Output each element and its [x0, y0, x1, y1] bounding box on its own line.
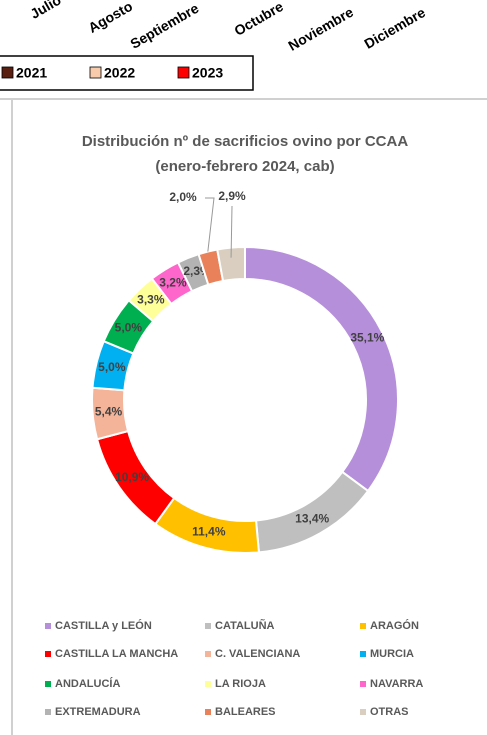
leader-line: [205, 197, 215, 252]
legend-swatch: [45, 709, 51, 715]
legend-swatch: [360, 709, 366, 715]
data-label: 3,3%: [137, 293, 165, 307]
legend-label: CATALUÑA: [215, 619, 275, 632]
legend-swatch: [205, 681, 211, 687]
legend-label: CASTILLA y LEÓN: [55, 619, 152, 632]
legend-swatch: [360, 681, 366, 687]
legend-swatch: [89, 66, 102, 79]
data-label: 35,1%: [350, 330, 384, 344]
legend-swatch: [205, 623, 211, 629]
chart-subtitle: (enero-febrero 2024, cab): [155, 158, 334, 175]
legend-swatch: [1, 66, 14, 79]
legend-label: ARAGÓN: [370, 619, 419, 632]
legend-label: EXTREMADURA: [55, 706, 141, 718]
legend-swatch: [45, 681, 51, 687]
legend-label: 2022: [104, 65, 135, 81]
legend-swatch: [177, 66, 190, 79]
legend-swatch: [45, 651, 51, 657]
legend-box: [0, 55, 254, 91]
legend-label: LA RIOJA: [215, 678, 266, 690]
legend-swatch: [360, 651, 366, 657]
legend-swatch: [205, 709, 211, 715]
data-label: 11,4%: [192, 524, 226, 538]
data-label: 10,9%: [115, 470, 149, 484]
data-label: 5,0%: [115, 320, 143, 334]
legend-label: CASTILLA LA MANCHA: [55, 648, 178, 660]
legend-label: BALEARES: [215, 706, 276, 718]
donut-slice: [216, 245, 246, 283]
legend-label: 2021: [16, 65, 47, 81]
legend-swatch: [205, 651, 211, 657]
data-label: 13,4%: [295, 512, 329, 526]
data-label: 2,9%: [218, 189, 246, 203]
legend-label: C. VALENCIANA: [215, 648, 300, 660]
legend-label: NAVARRA: [370, 678, 423, 690]
legend-label: OTRAS: [370, 706, 409, 718]
leader-line: [230, 205, 233, 258]
data-label: 5,4%: [95, 404, 123, 418]
chart-title: Distribución nº de sacrificios ovino por…: [82, 133, 409, 150]
data-label: 5,0%: [98, 360, 126, 374]
legend-swatch: [360, 623, 366, 629]
legend-label: ANDALUCÍA: [55, 677, 120, 690]
legend-label: 2023: [192, 65, 223, 81]
data-label: 2,0%: [169, 190, 197, 204]
legend-swatch: [45, 623, 51, 629]
legend-label: MURCIA: [370, 648, 414, 660]
data-label: 3,2%: [159, 276, 187, 290]
